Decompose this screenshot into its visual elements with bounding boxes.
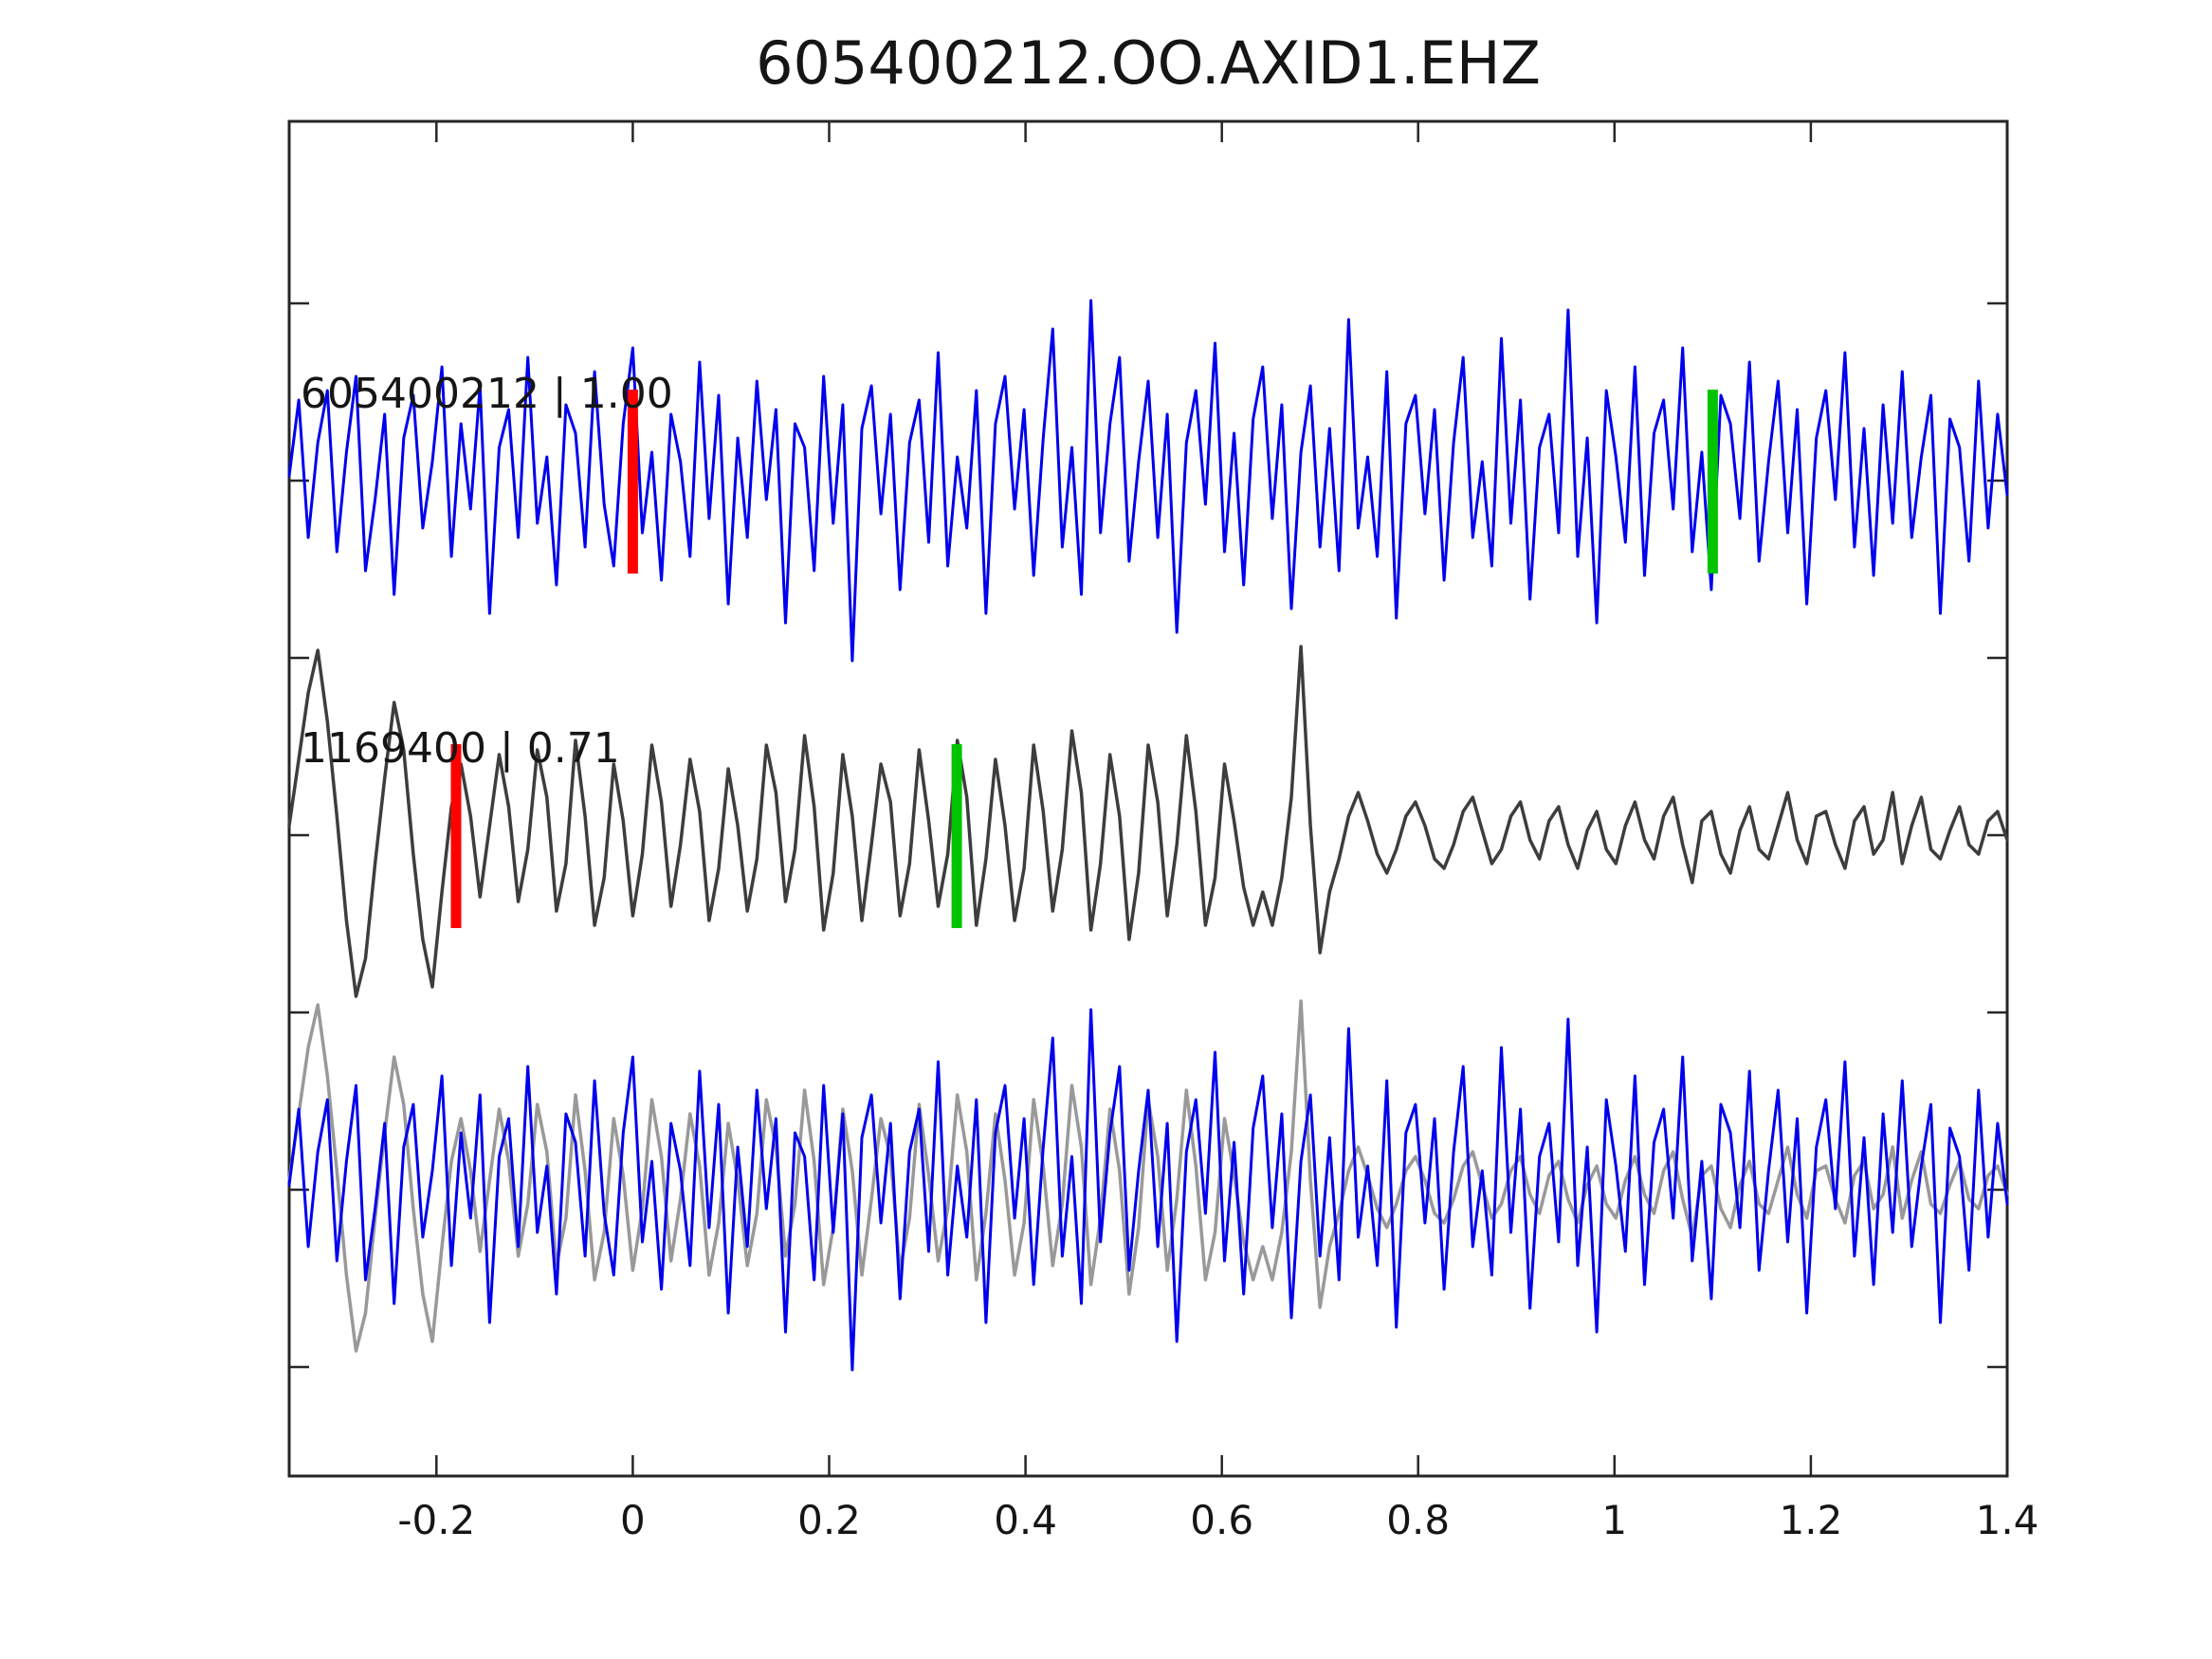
plot-border xyxy=(287,119,2009,1478)
x-tick-label: 0 xyxy=(620,1497,646,1543)
x-tick-label: 1.4 xyxy=(1976,1497,2039,1543)
x-tick-label: 0.6 xyxy=(1190,1497,1253,1543)
trace-label: 1169400 | 0.71 xyxy=(301,724,620,773)
x-tick-label: 1 xyxy=(1601,1497,1627,1543)
x-tick-label: 0.2 xyxy=(797,1497,861,1543)
trace-A xyxy=(287,1008,2009,1372)
trace-A xyxy=(287,299,2009,663)
x-tick-label: -0.2 xyxy=(397,1497,475,1543)
trace-B xyxy=(287,645,2009,998)
x-tick-label: 0.4 xyxy=(994,1497,1057,1543)
x-tick-label: 1.2 xyxy=(1780,1497,1843,1543)
figure-title: 605400212.OO.AXID1.EHZ xyxy=(756,28,1541,98)
trace-label: 605400212 | 1.00 xyxy=(301,370,673,418)
x-tick-label: 0.8 xyxy=(1386,1497,1450,1543)
